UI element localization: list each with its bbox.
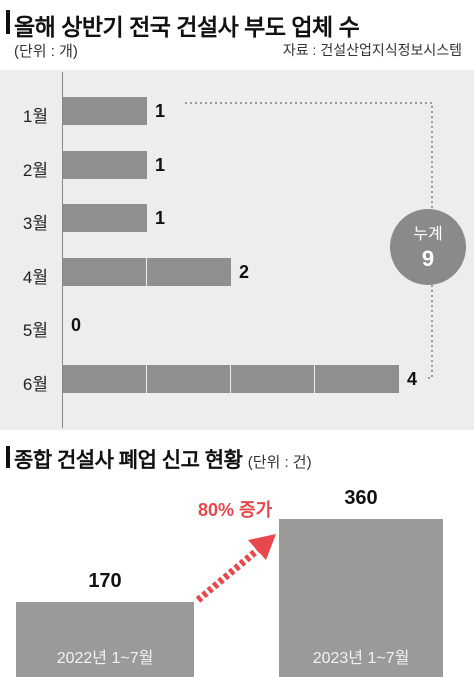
bar [16, 602, 194, 677]
bar-category-label: 2022년 1~7월 [56, 650, 154, 667]
month-label: 4월 [22, 267, 48, 287]
month-label: 3월 [22, 214, 48, 233]
bar [63, 364, 399, 393]
bar [279, 519, 443, 677]
total-badge: 누계 9 [390, 209, 466, 285]
chart2-title-row: 종합 건설사 폐업 신고 현황 (단위 : 건) [14, 444, 312, 474]
chart1-title: 올해 상반기 전국 건설사 부도 업체 수 [14, 14, 360, 40]
title-accent-bar [6, 10, 10, 34]
chart2-unit: (단위 : 건) [247, 454, 312, 471]
bar-value-label: 0 [71, 315, 82, 335]
bar [63, 204, 147, 232]
month-label: 2월 [22, 160, 48, 180]
bar-segment-divider [146, 257, 147, 286]
bar-value-label: 4 [407, 368, 418, 389]
chart1-unit: (단위 : 개) [14, 43, 78, 60]
title2-accent-bar [6, 446, 10, 468]
chart2-title: 종합 건설사 폐업 신고 현황 [14, 449, 243, 472]
bar-value-label: 2 [239, 261, 250, 282]
bar-value-label: 1 [155, 101, 166, 121]
increase-annotation: 80% 증가 [198, 500, 273, 520]
total-label: 누계 [413, 226, 443, 243]
bar-segment-divider [146, 364, 147, 393]
bar [63, 97, 147, 125]
bar-category-label: 2023년 1~7월 [312, 650, 410, 667]
chart1-source: 자료 : 건설산업지식정보시스템 [282, 42, 462, 58]
chart1-axis [62, 72, 63, 428]
month-label: 1월 [22, 107, 48, 126]
bar-segment-divider [230, 364, 231, 393]
bar-value-label: 1 [155, 154, 166, 175]
increase-arrow [195, 534, 276, 603]
month-label: 6월 [22, 374, 48, 394]
total-value: 9 [421, 246, 435, 271]
bar-value-label: 360 [344, 487, 378, 509]
total-connector [185, 102, 433, 379]
bar-value-label: 1 [155, 208, 166, 228]
bar-segment-divider [314, 364, 315, 393]
bar [63, 257, 231, 286]
month-label: 5월 [22, 321, 48, 340]
bar-value-label: 170 [88, 570, 122, 593]
bar [63, 150, 147, 179]
